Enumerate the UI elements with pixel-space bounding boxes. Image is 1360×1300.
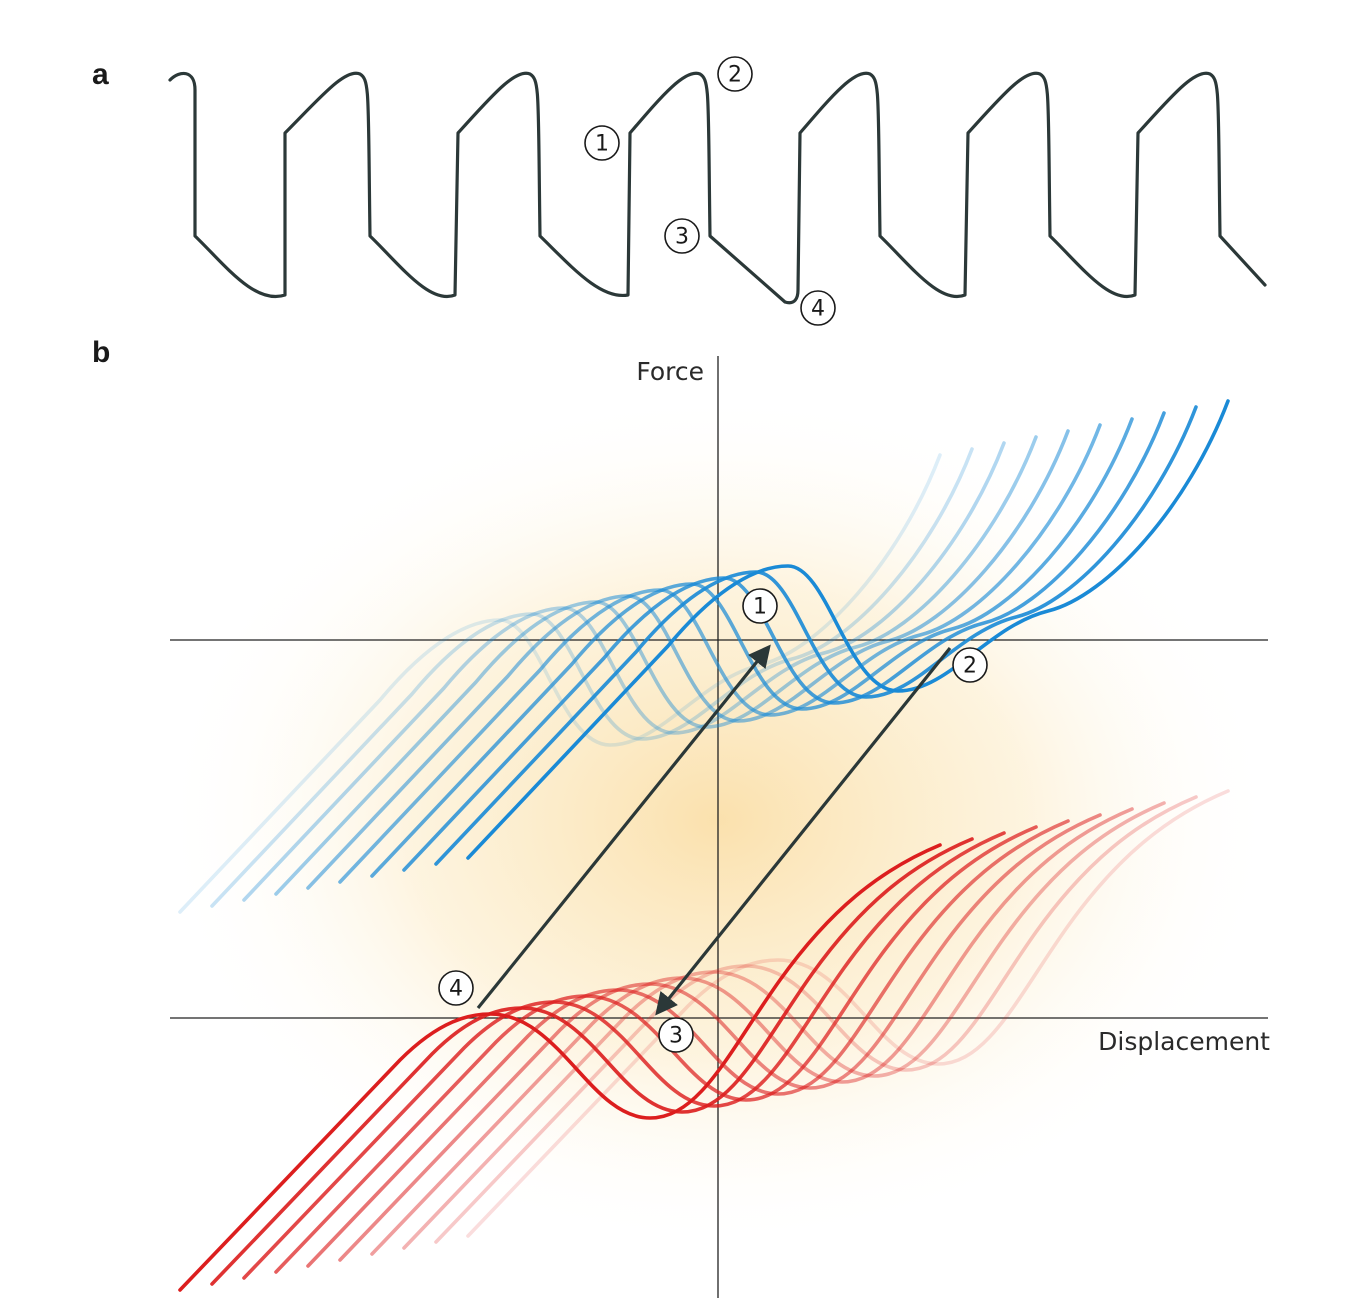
red-curve-10: [466, 789, 1230, 1238]
svg-text:2: 2: [728, 63, 742, 88]
red-curve-9: [434, 795, 1198, 1244]
svg-text:2: 2: [963, 654, 977, 679]
red-curve-2: [210, 837, 974, 1286]
blue-curve-5: [306, 429, 1070, 890]
arrow-4-to-1: [476, 644, 771, 1010]
svg-text:1: 1: [753, 595, 767, 620]
marker-b-4: 4: [438, 970, 474, 1006]
blue-curve-4: [274, 435, 1038, 896]
blue-curve-3: [242, 441, 1006, 902]
blue-curve-6: [338, 423, 1102, 884]
displacement-axis-label: Displacement: [1098, 1027, 1270, 1056]
svg-text:4: 4: [449, 977, 463, 1002]
arrow-2-to-3: [655, 646, 952, 1016]
red-curve-5: [306, 819, 1070, 1268]
oscillation-trace: [168, 71, 1267, 305]
force-axis-label: Force: [636, 357, 704, 386]
red-curve-family: [178, 789, 1230, 1292]
blue-curve-8: [402, 411, 1166, 872]
svg-text:4: 4: [811, 297, 825, 322]
svg-text:1: 1: [595, 132, 609, 157]
red-curve-4: [274, 825, 1038, 1274]
panel-label-a: a: [92, 58, 109, 91]
marker-a-3: 3: [664, 218, 700, 254]
blue-curve-1: [178, 453, 942, 914]
red-curve-3: [242, 831, 1006, 1280]
svg-text:3: 3: [675, 225, 689, 250]
marker-a-4: 4: [800, 290, 836, 326]
marker-b-2: 2: [952, 647, 988, 683]
marker-a-2: 2: [717, 56, 753, 92]
red-curve-8: [402, 801, 1166, 1250]
marker-b-1: 1: [742, 588, 778, 624]
blue-curve-9: [434, 405, 1198, 866]
svg-text:3: 3: [669, 1024, 683, 1049]
red-curve-6: [338, 813, 1102, 1262]
blue-curve-10: [466, 399, 1230, 860]
marker-b-3: 3: [658, 1017, 694, 1053]
marker-a-1: 1: [584, 125, 620, 161]
blue-curve-2: [210, 447, 974, 908]
panel-label-b: b: [92, 336, 110, 369]
red-curve-1: [178, 843, 942, 1292]
blue-curve-family: [178, 399, 1230, 914]
blue-curve-7: [370, 417, 1134, 878]
red-curve-7: [370, 807, 1134, 1256]
